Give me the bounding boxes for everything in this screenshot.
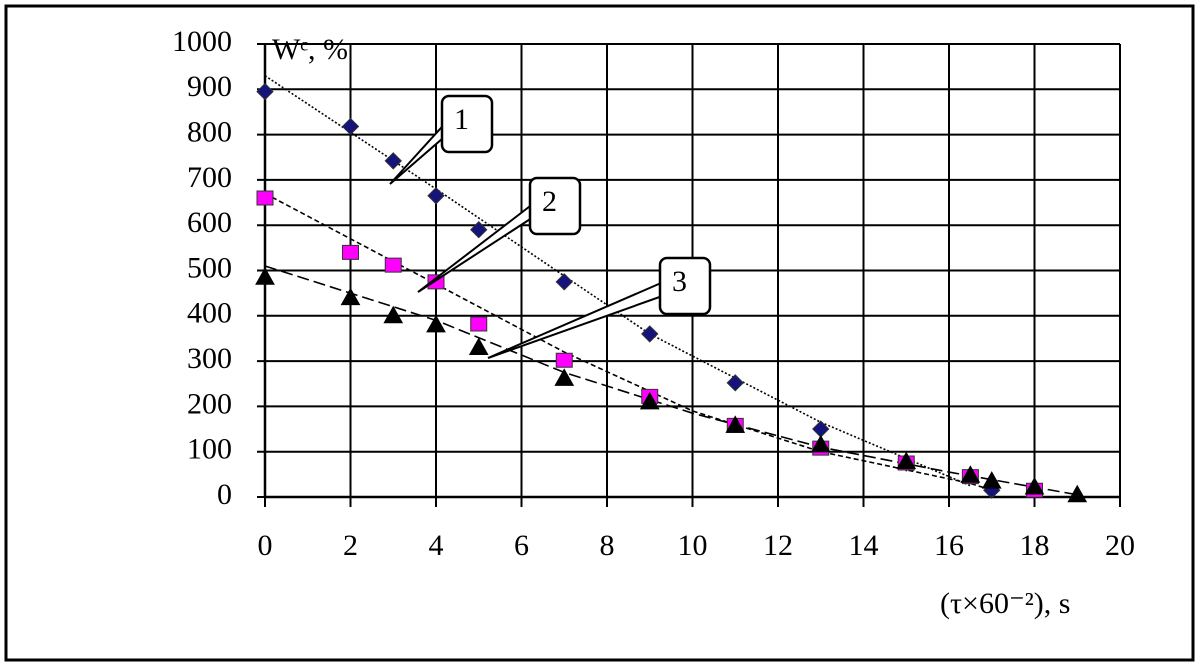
- data-point: [256, 190, 274, 206]
- x-tick-label: 20: [1105, 529, 1135, 562]
- x-tick-label: 14: [849, 529, 879, 562]
- callout-box: [440, 94, 494, 154]
- data-point: [960, 465, 981, 483]
- data-point: [256, 82, 274, 101]
- y-tick-label: 500: [187, 251, 232, 284]
- data-point: [342, 244, 359, 260]
- data-point: [981, 471, 1002, 489]
- data-point: [384, 152, 402, 170]
- data-point: [810, 434, 831, 453]
- data-point: [1024, 477, 1045, 495]
- y-axis-label: Wᶜ, %: [272, 33, 348, 66]
- data-point: [255, 267, 275, 285]
- x-tick-label: 16: [934, 529, 964, 562]
- callout-box: [658, 256, 712, 316]
- data-point: [426, 314, 446, 333]
- y-tick-label: 700: [187, 161, 232, 194]
- y-tick-label: 800: [187, 115, 232, 148]
- x-tick-label: 10: [678, 529, 708, 562]
- y-tick-label: 0: [217, 478, 232, 511]
- callout-label: 2: [542, 185, 557, 218]
- data-point: [1067, 484, 1088, 503]
- trend-line: [264, 75, 971, 487]
- y-tick-label: 100: [187, 433, 232, 466]
- y-tick-label: 400: [187, 297, 232, 330]
- x-tick-label: 18: [1020, 529, 1050, 562]
- data-point: [340, 287, 361, 306]
- x-tick-label: 0: [258, 529, 273, 562]
- data-point: [470, 221, 488, 239]
- y-tick-label: 600: [187, 206, 232, 239]
- data-point: [341, 117, 360, 136]
- data-point: [725, 415, 746, 433]
- data-point: [896, 451, 917, 470]
- data-point: [554, 368, 575, 386]
- data-point: [555, 352, 573, 368]
- data-point: [639, 391, 660, 410]
- callout-label: 1: [454, 103, 469, 136]
- y-tick-label: 300: [187, 342, 232, 375]
- x-axis-label: (τ×60⁻²), s: [940, 587, 1070, 620]
- data-point: [468, 337, 489, 356]
- data-point: [726, 374, 744, 392]
- x-tick-label: 8: [600, 529, 615, 562]
- data-point: [555, 273, 573, 291]
- data-point: [470, 316, 488, 332]
- data-point: [383, 305, 404, 324]
- y-tick-label: 900: [187, 70, 232, 103]
- callout-label: 3: [672, 265, 687, 298]
- y-tick-label: 1000: [172, 25, 232, 58]
- frame: [4, 4, 1195, 662]
- x-tick-label: 12: [763, 529, 793, 562]
- data-point: [384, 257, 402, 273]
- data-point: [427, 187, 445, 205]
- callout-box: [528, 176, 582, 236]
- x-tick-label: 6: [514, 529, 529, 562]
- y-tick-label: 200: [187, 387, 232, 420]
- data-point: [641, 325, 659, 343]
- x-tick-label: 2: [343, 529, 358, 562]
- x-tick-label: 4: [429, 529, 444, 562]
